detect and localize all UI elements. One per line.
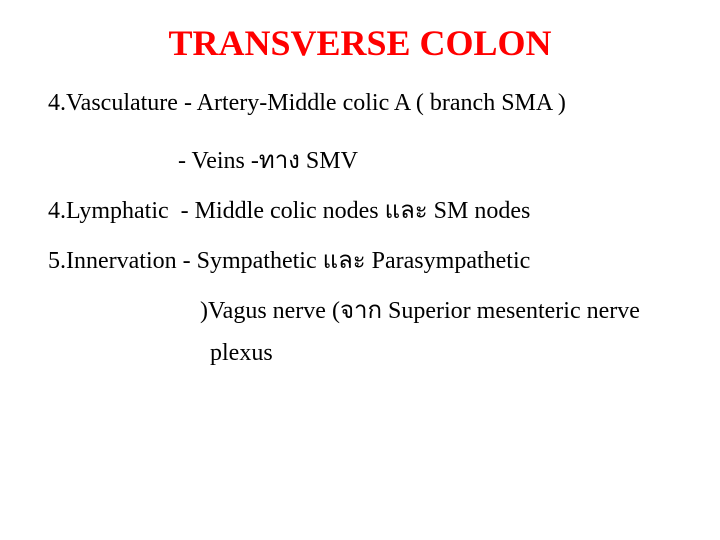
slide: TRANSVERSE COLON 4.Vasculature - Artery-… [0, 0, 720, 540]
body-line-0: 4.Vasculature - Artery-Middle colic A ( … [48, 90, 566, 117]
slide-title: TRANSVERSE COLON [0, 22, 720, 64]
body-line-2: 4.Lymphatic - Middle colic nodes และ SM … [48, 190, 530, 229]
body-line-3: 5.Innervation - Sympathetic และ Parasymp… [48, 240, 530, 279]
body-line-4: )Vagus nerve (จาก Superior mesenteric ne… [200, 290, 640, 329]
body-line-5: plexus [210, 340, 273, 367]
body-line-1: - Veins -ทาง SMV [178, 140, 358, 179]
